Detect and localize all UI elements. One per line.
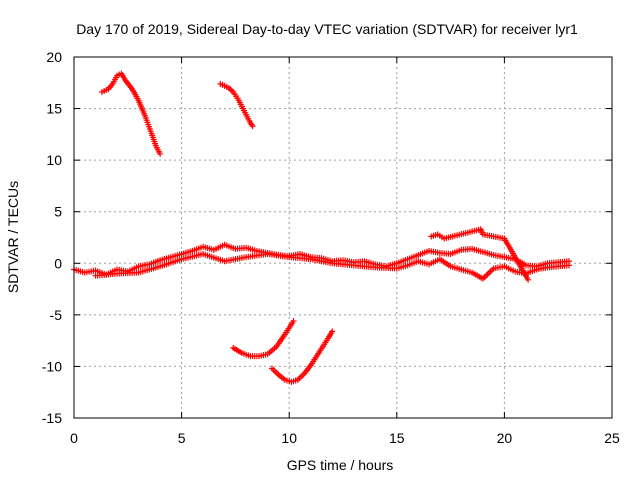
grid-lines bbox=[74, 57, 612, 418]
y-tick-label: 5 bbox=[54, 204, 62, 220]
data-marks bbox=[71, 70, 572, 385]
data-point bbox=[249, 123, 256, 130]
chart-title: Day 170 of 2019, Sidereal Day-to-day VTE… bbox=[76, 21, 578, 37]
series-arc-a bbox=[98, 70, 164, 157]
plot-frame bbox=[73, 56, 613, 419]
series-arc-d bbox=[268, 328, 336, 385]
data-point bbox=[329, 328, 336, 335]
y-tick-label: -5 bbox=[50, 307, 63, 323]
y-tick-label: 10 bbox=[46, 152, 62, 168]
y-tick-label: 20 bbox=[46, 49, 62, 65]
y-tick-label: -10 bbox=[42, 358, 62, 374]
x-tick-label: 10 bbox=[281, 430, 297, 446]
x-tick-label: 5 bbox=[178, 430, 186, 446]
series-arc-b bbox=[217, 80, 256, 130]
y-tick-label: 0 bbox=[54, 255, 62, 271]
data-point bbox=[157, 150, 164, 157]
y-axis-label: SDTVAR / TECUs bbox=[5, 181, 21, 293]
data-point bbox=[228, 87, 235, 94]
x-tick-label: 20 bbox=[497, 430, 513, 446]
x-axis-label: GPS time / hours bbox=[287, 457, 394, 473]
data-point bbox=[525, 276, 532, 283]
x-tick-label: 0 bbox=[70, 430, 78, 446]
y-tick-label: 15 bbox=[46, 101, 62, 117]
series-arc-c bbox=[230, 318, 297, 360]
y-tick-label: -15 bbox=[42, 410, 62, 426]
series-spikes bbox=[428, 226, 532, 283]
axis-ticks: 0 5 10 15 20 25 -15 -10 -5 0 5 10 15 20 bbox=[42, 49, 620, 446]
x-tick-label: 15 bbox=[389, 430, 405, 446]
series-main-band-lower bbox=[92, 251, 572, 282]
x-tick-label: 25 bbox=[604, 430, 620, 446]
data-point bbox=[565, 262, 572, 269]
data-point bbox=[290, 318, 297, 325]
